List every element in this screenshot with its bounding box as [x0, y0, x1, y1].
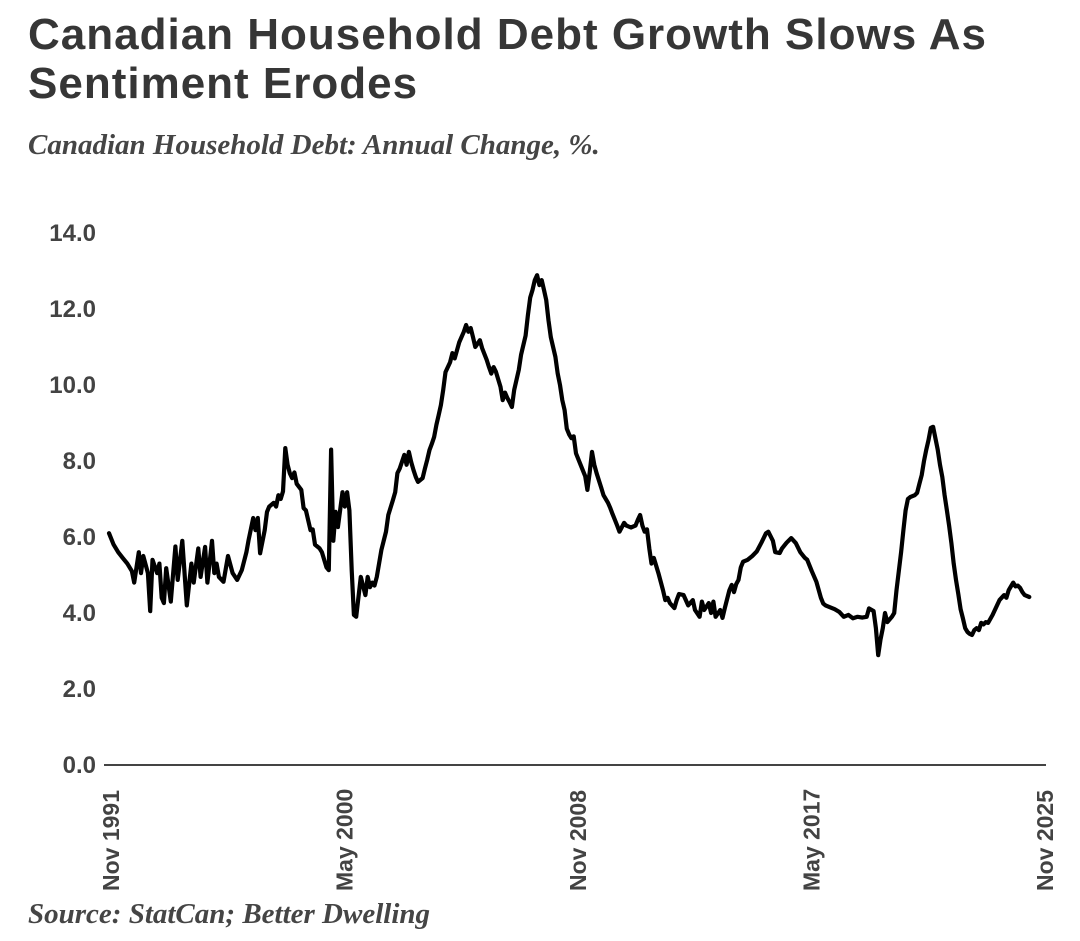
y-axis-tick-label: 6.0	[63, 524, 96, 551]
y-axis-tick-label: 4.0	[63, 600, 96, 627]
y-axis-tick-label: 0.0	[63, 752, 96, 779]
page-title-line-2: Sentiment Erodes	[28, 59, 419, 109]
x-axis-tick-label: Nov 2008	[565, 790, 591, 891]
y-axis-tick-label: 12.0	[49, 296, 96, 323]
x-axis-tick-label: May 2000	[332, 789, 358, 891]
y-axis-tick-label: 8.0	[63, 448, 96, 475]
x-axis-tick-label: Nov 1991	[98, 790, 124, 891]
debt-growth-series-line	[106, 273, 1032, 658]
page-title: Canadian Household Debt Growth Slows As S…	[28, 10, 1068, 109]
y-axis-tick-label: 14.0	[49, 220, 96, 247]
page-title-line-1: Canadian Household Debt Growth Slows As	[28, 10, 988, 59]
x-axis-tick-label: May 2017	[799, 789, 825, 891]
y-axis-tick-label: 2.0	[63, 676, 96, 703]
chart-subtitle: Canadian Household Debt: Annual Change, …	[28, 129, 600, 161]
source-note: Source: StatCan; Better Dwelling	[28, 898, 431, 930]
y-axis-tick-label: 10.0	[49, 372, 96, 399]
x-axis-tick-label: Nov 2025	[1032, 790, 1058, 891]
